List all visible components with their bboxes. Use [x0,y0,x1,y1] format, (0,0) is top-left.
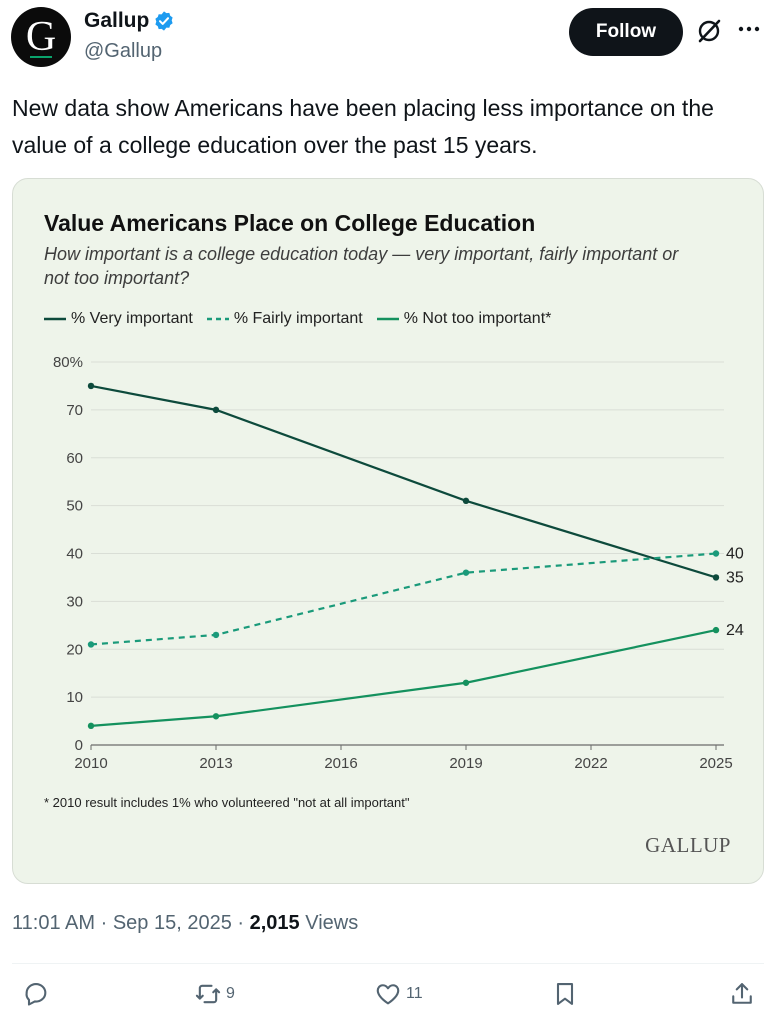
y-tick-label: 20 [66,641,83,658]
tweet-time[interactable]: 11:01 AM [12,912,96,934]
tweet-text: New data show Americans have been placin… [12,95,714,158]
share-icon [732,983,752,1004]
grok-icon[interactable] [694,16,724,46]
legend-label-fairly: % Fairly important [233,310,363,327]
reply-button[interactable] [22,980,50,1008]
data-point-very-important [712,574,720,581]
end-label-not-too-important: 24 [726,622,744,639]
y-tick-label: 10 [66,689,83,706]
data-point-not-too-important [212,713,220,720]
legend-label-not-too: % Not too important* [403,310,552,327]
series-line-not-too-important [90,629,717,727]
verified-badge-icon [155,11,173,31]
meta-separator-2: · [237,912,245,934]
meta-separator-1: · [100,912,108,934]
data-point-fairly-important [712,550,720,557]
tweet-actions: 9 11 [0,980,772,1020]
bookmark-icon [556,983,574,1005]
x-tick-label: 2013 [199,755,232,772]
views-label: Views [305,912,359,934]
legend-swatch-not-too [376,317,399,321]
data-point-not-too-important [462,679,470,686]
views-count: 2,015 [249,912,300,934]
data-point-very-important [212,406,220,414]
repost-icon [195,984,221,1004]
line-chart: 0 10 20 30 40 50 60 70 80% 2010 2013 2016 2019 2022 20… [53,354,744,772]
x-tick-label: 2022 [574,755,607,772]
account-name[interactable]: Gallup [84,9,150,32]
chart-subtitle: How important is a college education tod… [44,244,679,288]
y-tick-label: 30 [66,593,83,610]
end-label-fairly-important: 40 [726,546,744,563]
legend-swatch-fairly [206,317,229,321]
repost-button[interactable]: 9 [194,980,235,1008]
account-handle[interactable]: @Gallup [84,40,163,62]
legend-swatch-very [44,317,66,321]
y-tick-label: 60 [66,450,83,467]
follow-button[interactable]: Follow [569,8,683,56]
data-point-very-important [462,497,470,505]
data-point-fairly-important [212,631,220,639]
like-button[interactable]: 11 [374,980,423,1008]
account-name-row[interactable]: Gallup [84,9,175,33]
data-point-not-too-important [87,722,95,730]
y-tick-label: 80% [53,354,83,371]
bookmark-button[interactable] [551,980,579,1008]
avatar-letter: G [25,14,57,60]
data-point-not-too-important [712,626,720,634]
y-tick-label: 70 [66,402,83,419]
y-tick-label: 50 [66,498,83,515]
legend-item-very: % Very important [44,310,193,328]
legend-item-not-too: % Not too important* [376,310,552,328]
x-tick-label: 2025 [699,755,732,772]
chart-legend: % Very important % Fairly important % No… [44,310,565,328]
tweet-meta: 11:01 AM · Sep 15, 2025 · 2,015 Views [12,912,358,935]
data-point-very-important [87,382,95,390]
data-point-fairly-important [462,569,470,576]
chart-title: Value Americans Place on College Educati… [44,210,536,236]
chart-image-card[interactable]: Value Americans Place on College Educati… [12,178,764,884]
heart-icon [376,984,400,1005]
x-tick-label: 2019 [449,755,482,772]
reply-icon [25,983,47,1006]
more-options-icon[interactable] [734,14,764,44]
series-line-fairly-important [90,552,717,646]
series-line-very-important [90,384,717,579]
data-point-fairly-important [87,641,95,648]
share-button[interactable] [728,980,756,1008]
avatar[interactable]: G [11,7,71,67]
x-tick-label: 2016 [324,755,357,772]
x-tick-label: 2010 [74,755,107,772]
y-tick-label: 0 [75,737,83,754]
tweet-header: G Gallup @Gallup Follow [0,0,772,80]
divider [12,963,764,964]
repost-count: 9 [226,985,235,1002]
legend-item-fairly: % Fairly important [206,310,363,328]
end-label-very-important: 35 [726,569,744,586]
like-count: 11 [406,985,423,1002]
tweet-date[interactable]: Sep 15, 2025 [112,912,232,934]
y-tick-label: 40 [66,546,83,563]
avatar-underline [30,56,52,58]
chart-footnote: * 2010 result includes 1% who volunteere… [44,795,410,810]
legend-label-very: % Very important [71,310,193,327]
gallup-brand-mark: GALLUP [645,833,731,857]
